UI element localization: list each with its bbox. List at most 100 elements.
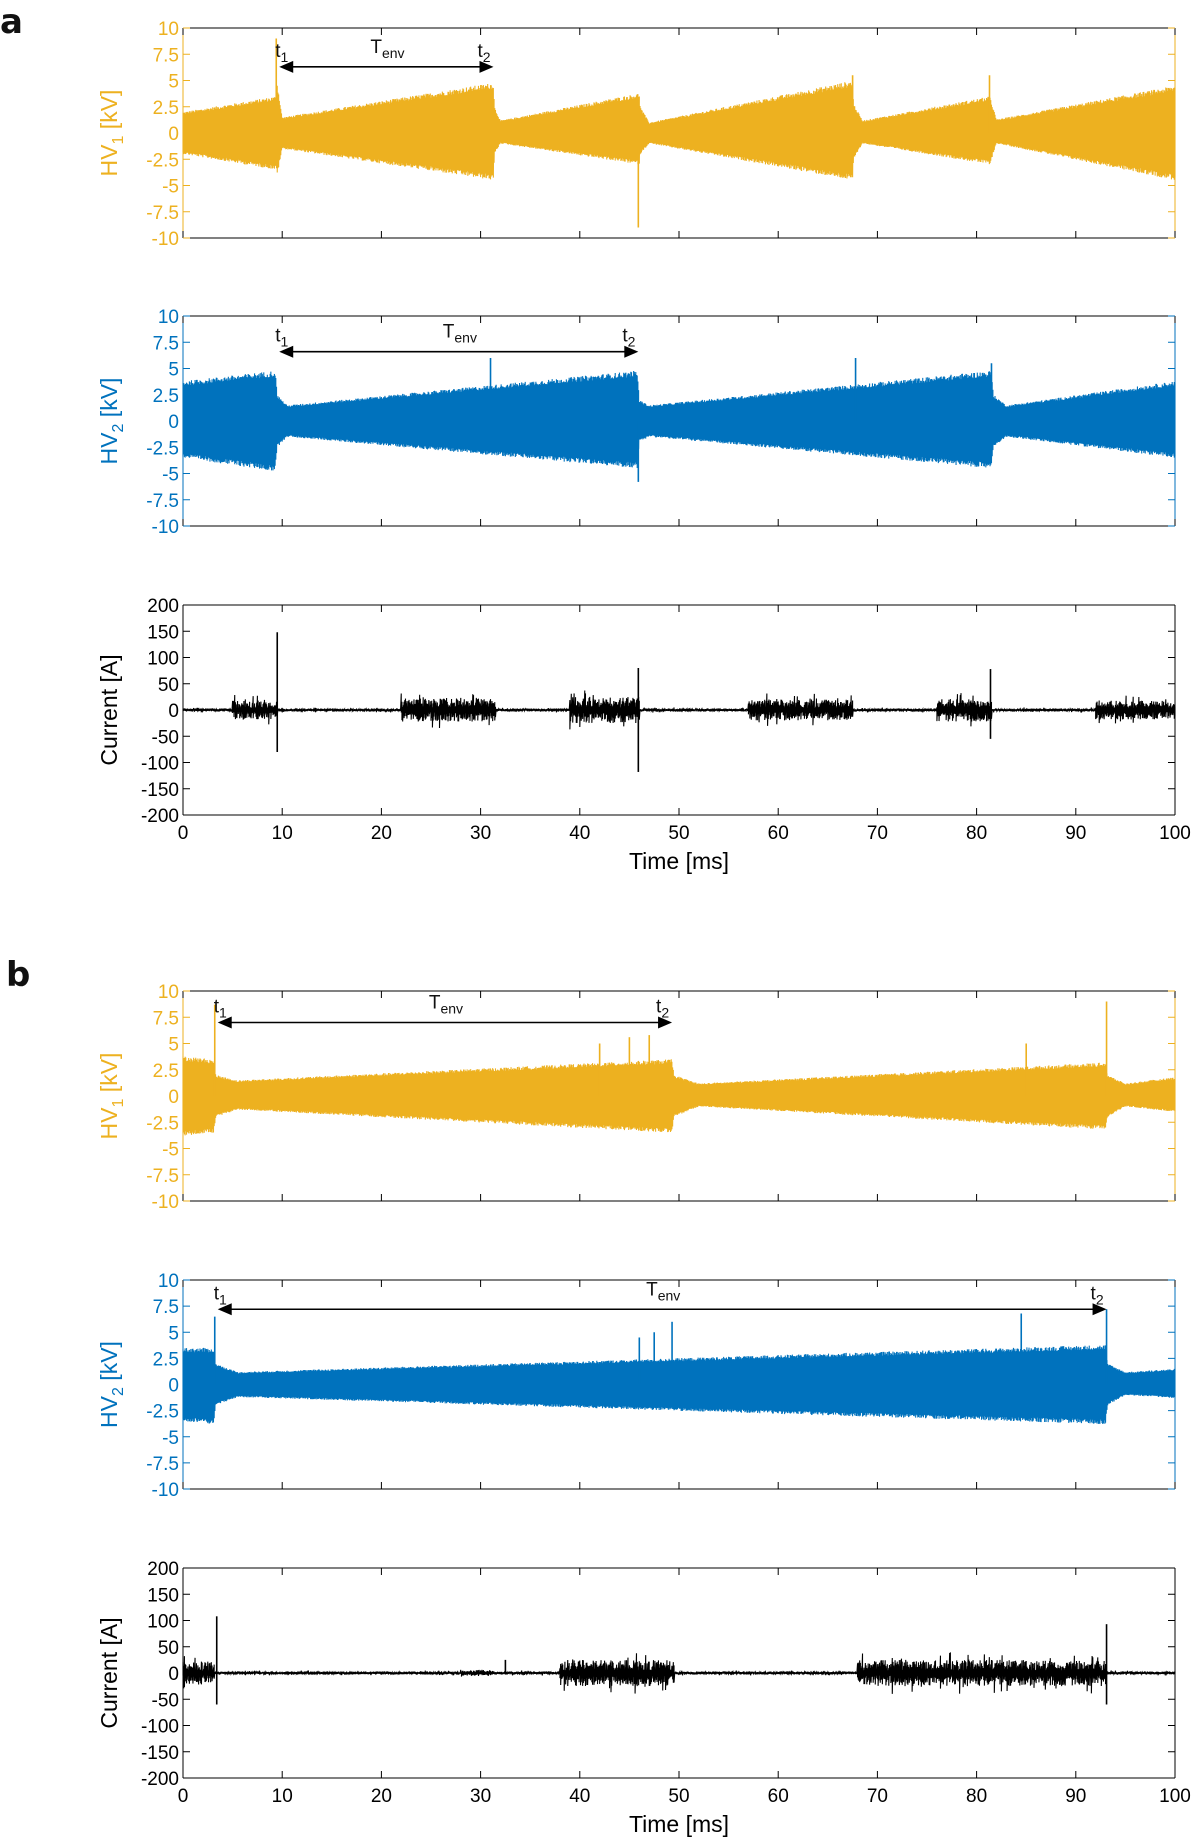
y-tick-label-a-hv2-0: 10 (158, 307, 179, 328)
x-axis-label-a-current: Time [ms] (629, 848, 729, 874)
y-tick-label-a-hv1-2: 5 (168, 72, 179, 93)
y-tick-label-a-hv2-8: -10 (152, 517, 179, 538)
y-tick-label-b-hv1-8: -10 (152, 1192, 179, 1213)
x-tick-label-b-current-0: 0 (178, 1786, 189, 1807)
arrowhead-right-a-hv1 (479, 60, 494, 73)
t2-label-b-hv1: t2 (656, 997, 669, 1021)
y-tick-label-b-hv1-4: 0 (168, 1087, 179, 1108)
tenv-label-b-hv2: Tenv (646, 1279, 680, 1303)
y-tick-label-b-hv1-1: 7.5 (153, 1008, 179, 1029)
x-axis-label-b-current: Time [ms] (629, 1811, 729, 1837)
x-tick-label-b-current-8: 80 (966, 1786, 987, 1807)
x-tick-label-b-current-4: 40 (569, 1786, 590, 1807)
y-tick-label-b-hv2-5: -2.5 (146, 1402, 179, 1423)
x-tick-label-b-current-7: 70 (867, 1786, 888, 1807)
panel-label-a: a (0, 2, 23, 42)
arrowhead-left-a-hv2 (279, 345, 294, 358)
y-tick-label-b-current-3: 50 (158, 1638, 179, 1659)
waveform-b-hv2 (182, 1345, 1176, 1424)
panel-label-b: b (6, 955, 30, 995)
x-tick-label-a-current-3: 30 (470, 823, 491, 844)
y-axis-label-a-current: Current [A] (96, 654, 122, 765)
y-tick-label-a-hv1-1: 7.5 (153, 45, 179, 66)
t1-label-b-hv1: t1 (214, 997, 227, 1021)
plot-a-hv2: 10 7.5 5 2.5 0 -2.5 -5 -7.5 -10 HV2 [kV] t1 t2 Tenv (96, 307, 1176, 538)
plots-container: 10 7.5 5 2.5 0 -2.5 -5 -7.5 -10 HV1 [kV] t1 t2 Tenv 1… (96, 19, 1191, 1837)
y-tick-label-a-hv2-2: 5 (168, 360, 179, 381)
y-tick-label-b-current-8: -200 (141, 1769, 179, 1790)
waveform-b-hv1 (182, 1056, 1176, 1136)
y-tick-label-a-current-8: -200 (141, 806, 179, 827)
t1-label-a-hv1: t1 (275, 41, 288, 65)
y-tick-label-b-hv2-7: -7.5 (146, 1454, 179, 1475)
y-axis-label-b-hv2: HV2 [kV] (96, 1341, 127, 1428)
y-tick-label-b-hv2-4: 0 (168, 1376, 179, 1397)
y-tick-label-b-hv1-7: -7.5 (146, 1166, 179, 1187)
y-tick-label-b-hv1-0: 10 (158, 982, 179, 1003)
y-tick-label-a-hv1-7: -7.5 (146, 203, 179, 224)
x-tick-label-a-current-7: 70 (867, 823, 888, 844)
y-tick-label-a-current-0: 200 (147, 596, 179, 617)
y-tick-label-a-hv1-0: 10 (158, 19, 179, 40)
plot-a-hv1: 10 7.5 5 2.5 0 -2.5 -5 -7.5 -10 HV1 [kV] t1 t2 Tenv (96, 19, 1176, 250)
y-tick-label-b-current-5: -50 (152, 1690, 179, 1711)
y-tick-label-a-hv1-8: -10 (152, 229, 179, 250)
x-tick-label-b-current-10: 100 (1159, 1786, 1191, 1807)
waveform-a-current (182, 690, 1176, 730)
y-tick-label-b-hv2-8: -10 (152, 1480, 179, 1501)
y-tick-label-a-current-7: -150 (141, 780, 179, 801)
arrowhead-right-b-hv1 (658, 1016, 673, 1029)
x-tick-label-a-current-0: 0 (178, 823, 189, 844)
y-axis-label-a-hv1: HV1 [kV] (96, 90, 127, 177)
y-tick-label-b-hv2-6: -5 (162, 1428, 179, 1449)
x-tick-label-b-current-3: 30 (470, 1786, 491, 1807)
waveform-a-hv2 (182, 371, 1176, 471)
y-tick-label-b-current-6: -100 (141, 1717, 179, 1738)
x-tick-label-b-current-5: 50 (668, 1786, 689, 1807)
y-tick-label-a-hv2-3: 2.5 (153, 386, 179, 407)
y-tick-label-b-current-0: 200 (147, 1559, 179, 1580)
y-tick-label-a-hv1-3: 2.5 (153, 98, 179, 119)
y-axis-label-b-hv1: HV1 [kV] (96, 1053, 127, 1140)
x-tick-label-a-current-1: 10 (272, 823, 293, 844)
plot-b-current: 0 10 20 30 40 50 60 70 80 90 100 200 150 100 50 0 -50 -10… (96, 1559, 1191, 1837)
t1-label-b-hv2: t1 (214, 1283, 227, 1307)
y-tick-label-a-hv1-6: -5 (162, 177, 179, 198)
y-tick-label-b-current-2: 100 (147, 1612, 179, 1633)
y-tick-label-b-hv1-5: -2.5 (146, 1113, 179, 1134)
arrowhead-left-b-hv2 (217, 1303, 232, 1316)
x-tick-label-a-current-2: 20 (371, 823, 392, 844)
y-tick-label-b-hv2-3: 2.5 (153, 1349, 179, 1370)
y-tick-label-b-current-7: -150 (141, 1743, 179, 1764)
y-tick-label-b-hv2-1: 7.5 (153, 1297, 179, 1318)
y-axis-label-b-current: Current [A] (96, 1617, 122, 1728)
plot-b-hv2: 10 7.5 5 2.5 0 -2.5 -5 -7.5 -10 HV2 [kV] t1 t2 Tenv (96, 1271, 1176, 1501)
y-tick-label-a-hv2-6: -5 (162, 465, 179, 486)
tenv-label-b-hv1: Tenv (429, 993, 463, 1017)
arrowhead-right-a-hv2 (624, 345, 639, 358)
plot-a-current: 0 10 20 30 40 50 60 70 80 90 100 200 150 100 50 0 -50 -10… (96, 596, 1191, 874)
y-tick-label-b-hv2-0: 10 (158, 1271, 179, 1292)
y-tick-label-a-hv2-4: 0 (168, 412, 179, 433)
x-tick-label-b-current-6: 60 (768, 1786, 789, 1807)
x-tick-label-b-current-9: 90 (1065, 1786, 1086, 1807)
x-tick-label-a-current-4: 40 (569, 823, 590, 844)
t2-label-b-hv2: t2 (1091, 1283, 1104, 1307)
waveform-a-hv1 (182, 82, 1176, 180)
plot-b-hv1: 10 7.5 5 2.5 0 -2.5 -5 -7.5 -10 HV1 [kV] t1 t2 Tenv (96, 982, 1176, 1213)
x-tick-label-a-current-9: 90 (1065, 823, 1086, 844)
y-tick-label-a-current-6: -100 (141, 754, 179, 775)
y-tick-label-b-hv1-3: 2.5 (153, 1061, 179, 1082)
tenv-label-a-hv2: Tenv (443, 322, 477, 346)
y-tick-label-a-current-5: -50 (152, 727, 179, 748)
y-tick-label-a-hv2-7: -7.5 (146, 491, 179, 512)
x-tick-label-b-current-1: 10 (272, 1786, 293, 1807)
t2-label-a-hv2: t2 (622, 326, 635, 350)
arrowhead-left-b-hv1 (217, 1016, 232, 1029)
y-tick-label-b-hv1-6: -5 (162, 1140, 179, 1161)
y-tick-label-b-current-4: 0 (168, 1664, 179, 1685)
y-tick-label-a-current-4: 0 (168, 701, 179, 722)
t1-label-a-hv2: t1 (275, 326, 288, 350)
x-tick-label-b-current-2: 20 (371, 1786, 392, 1807)
